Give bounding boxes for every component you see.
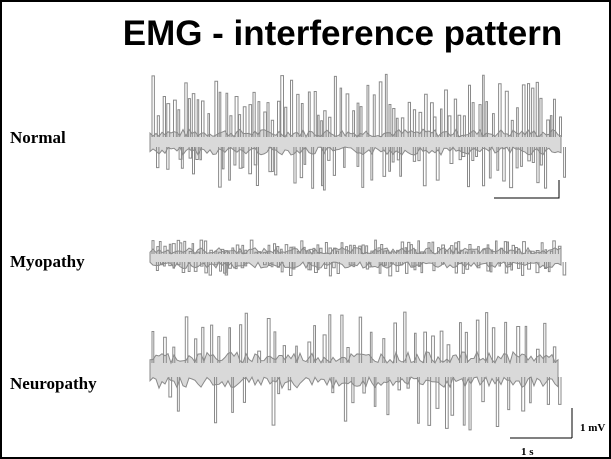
trace-normal xyxy=(149,73,566,191)
scale-amplitude-label: 1 mV xyxy=(580,422,606,434)
scale-bar-bottom xyxy=(510,408,573,439)
trace-neuropathy xyxy=(149,311,562,431)
label-neuropathy: Neuropathy xyxy=(10,374,97,393)
label-myopathy: Myopathy xyxy=(10,252,85,271)
trace-myopathy xyxy=(149,239,567,277)
slide-title: EMG - interference pattern xyxy=(122,14,563,53)
scale-bar-normal xyxy=(494,180,560,199)
label-normal: Normal xyxy=(10,128,66,147)
scale-time-label: 1 s xyxy=(521,446,534,458)
